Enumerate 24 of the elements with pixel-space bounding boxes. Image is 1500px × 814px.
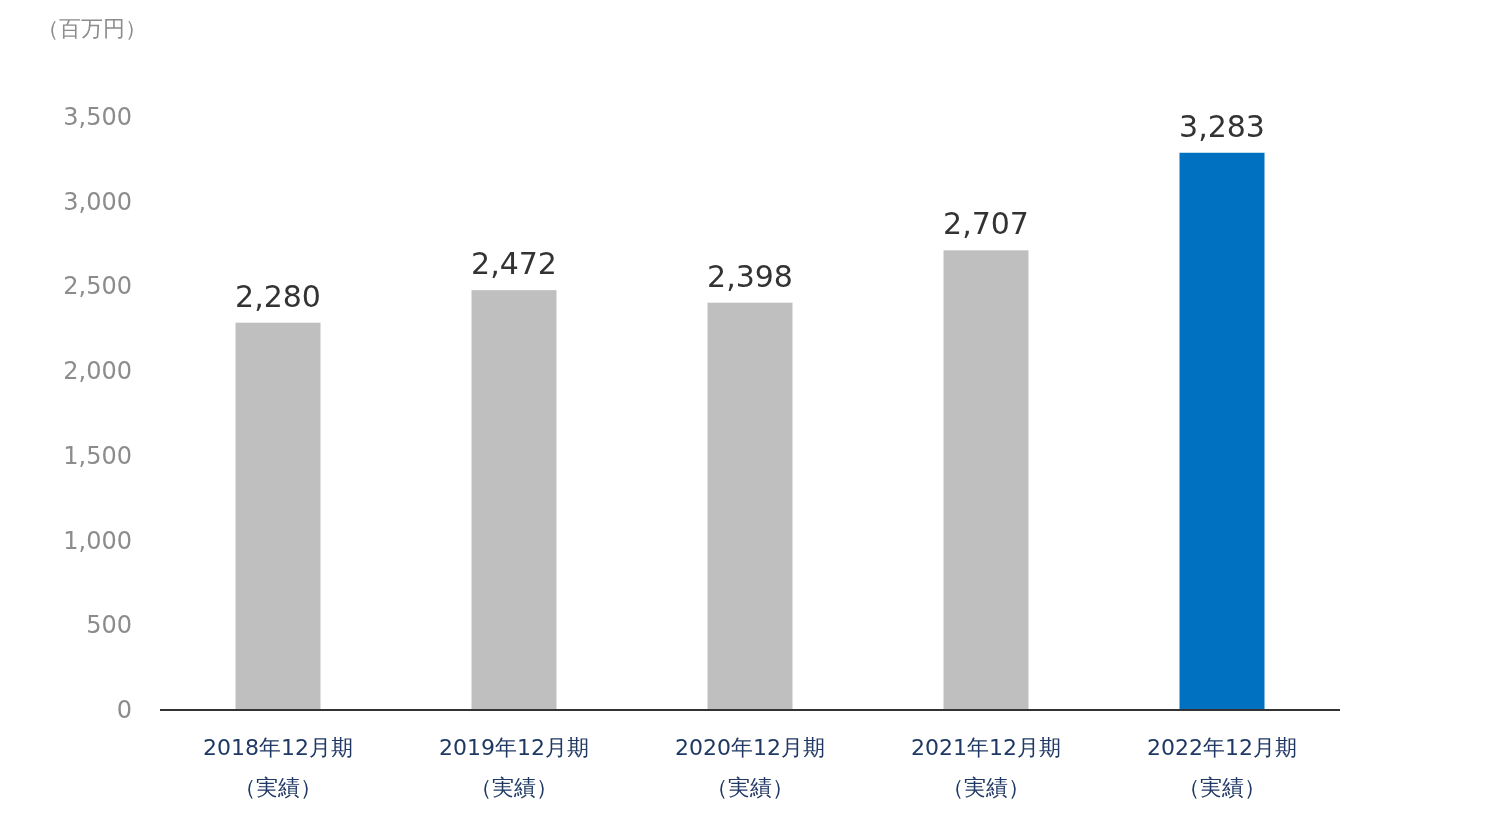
y-tick-label: 0	[116, 696, 132, 724]
bar	[707, 302, 793, 709]
bar	[471, 290, 557, 709]
data-label: 2,707	[943, 206, 1029, 242]
y-tick-label: 1,500	[63, 441, 132, 470]
x-tick-label: 2019年12月期（実績）	[439, 735, 589, 800]
y-tick-label: 2,500	[63, 272, 132, 301]
data-label: 2,472	[471, 246, 557, 282]
y-tick-label: 2,000	[63, 357, 132, 386]
x-tick-label: 2021年12月期（実績）	[911, 735, 1061, 800]
x-tick-label: 2022年12月期（実績）	[1147, 735, 1297, 800]
x-tick-label: 2020年12月期（実績）	[675, 735, 825, 800]
y-tick-label: 3,500	[63, 103, 132, 131]
x-tick-label: 2018年12月期（実績）	[203, 735, 353, 800]
data-label: 3,283	[1179, 108, 1265, 144]
data-label: 2,398	[707, 258, 793, 294]
bar	[1179, 152, 1265, 709]
y-tick-label: 1,000	[63, 526, 132, 555]
bar	[943, 250, 1029, 709]
y-tick-label: 3,000	[63, 187, 132, 216]
bar	[235, 322, 321, 709]
y-tick-label: 500	[86, 611, 132, 640]
data-label: 2,280	[235, 278, 321, 314]
y-axis-title: （百万円）	[37, 16, 147, 41]
